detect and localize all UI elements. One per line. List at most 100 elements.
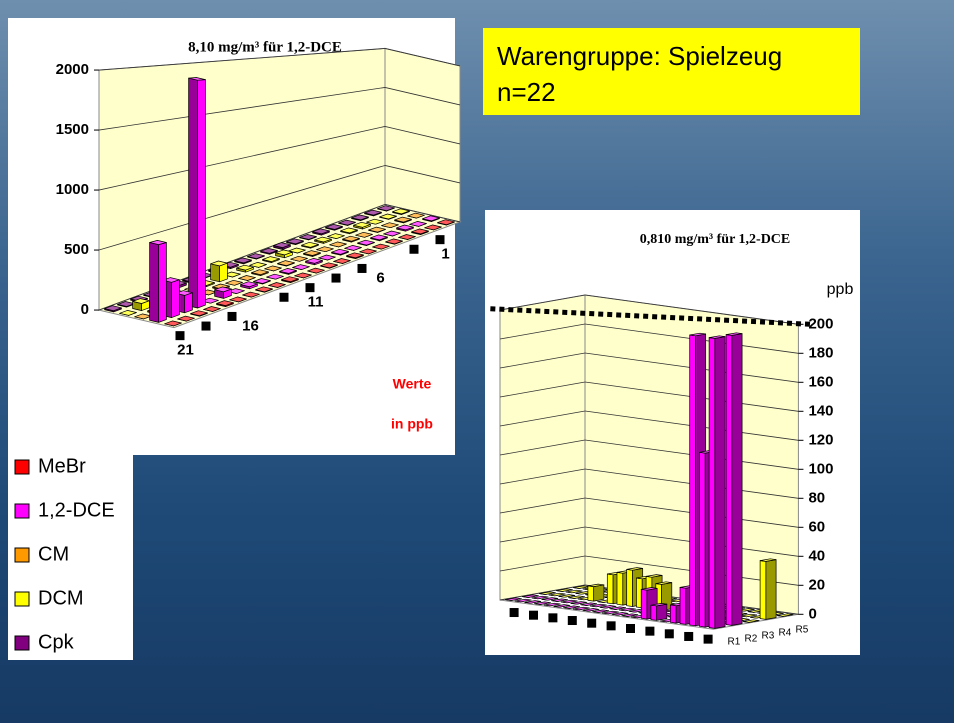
bar-top [543,602,561,607]
bar-top [409,221,427,227]
bar [599,605,617,609]
bar-top [422,215,440,222]
bar [394,216,412,224]
bar [346,252,364,260]
bar-top [776,613,794,617]
bar [372,243,390,250]
bar-top [119,310,137,316]
bar-top [558,594,576,598]
grid-line [499,526,586,543]
bar [359,248,377,255]
bar-top [524,600,542,604]
legend-label: 1,2-DCE [38,499,115,521]
bar-front [197,79,206,309]
grid-line [98,126,386,191]
grid-line [499,555,586,572]
bar-top [318,254,336,261]
bar-top [742,619,760,623]
bar-front [184,292,193,314]
bar [524,600,542,604]
bar [299,234,317,241]
bar-top [214,286,232,293]
slide-title: Warengruppe: Spielzeug [497,41,782,71]
bar-top [264,265,282,272]
y-tick-label: 160 [808,373,833,390]
series-label: R3 [762,630,775,641]
legend-label: MeBr [38,455,86,477]
y-tick-label: 180 [808,344,833,361]
bar [650,603,668,621]
bar-top [286,238,304,245]
bar-top [611,612,629,616]
bar [411,228,429,236]
bar [587,583,605,602]
bar-top [320,262,338,269]
bar [312,228,330,236]
bar-top [290,255,308,262]
bar-top [279,268,297,274]
y-tick-label: 120 [808,431,833,448]
bar [305,258,323,266]
bar [264,265,282,272]
bar [247,253,265,260]
series-label: R5 [796,624,809,635]
bar-top [275,249,293,256]
grid-line [384,87,461,106]
grid-line [98,204,386,311]
legend-swatch [14,459,30,475]
bar-top [342,235,360,242]
y-tick-label: 80 [808,489,825,506]
bar-top [240,281,258,288]
bar-top [565,589,583,594]
title-box [483,28,860,115]
y-tick-label: 1000 [56,181,89,198]
bar-top [424,224,442,231]
category-marker [227,311,237,321]
legend-label: Cpk [38,631,75,653]
bar [251,269,269,277]
bar-top [188,77,206,81]
bar-top [655,581,673,585]
category-marker [529,610,538,620]
category-marker [626,623,635,633]
y-tick-label: 20 [808,576,825,593]
bar-top [572,606,590,611]
bar-top [645,574,663,578]
category-marker [331,273,341,283]
legend-swatch [14,503,30,519]
category-marker [606,621,616,631]
bar-top [381,222,399,229]
bar-top [351,214,369,221]
bar [277,260,295,267]
bar [589,603,607,608]
bar-top [353,221,371,228]
category-marker [684,631,694,641]
bar-front [669,604,677,624]
y-tick-label: 500 [64,241,89,258]
bar-top [229,296,247,303]
bar-top [357,239,375,246]
bar-top [312,228,330,235]
legend-swatch [14,547,30,563]
bar [190,310,208,317]
bar-top [225,279,243,286]
bar-front [650,604,658,621]
bar [563,605,580,609]
bar-top [708,335,726,339]
grid-line [499,410,586,427]
bar [548,592,566,597]
bar [132,298,150,311]
bar-top [164,320,182,327]
bar [355,231,373,238]
bar-top [314,236,332,243]
y-tick-label: 200 [808,315,833,332]
bar-side [149,242,159,323]
bar-front [587,585,595,602]
bar-top [609,606,627,610]
bar [558,594,576,598]
bar-top [560,599,578,604]
bar [582,608,600,612]
bar-top [303,250,321,256]
bar [203,306,221,312]
x-tick-label: 6 [376,269,384,286]
